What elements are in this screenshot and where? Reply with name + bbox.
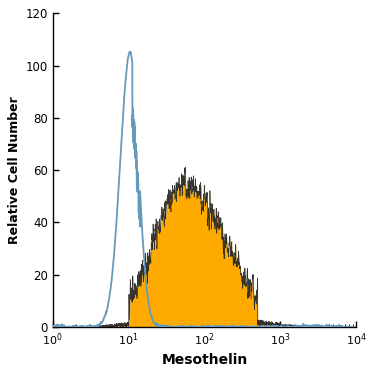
X-axis label: Mesothelin: Mesothelin bbox=[161, 352, 248, 367]
Y-axis label: Relative Cell Number: Relative Cell Number bbox=[8, 96, 21, 244]
